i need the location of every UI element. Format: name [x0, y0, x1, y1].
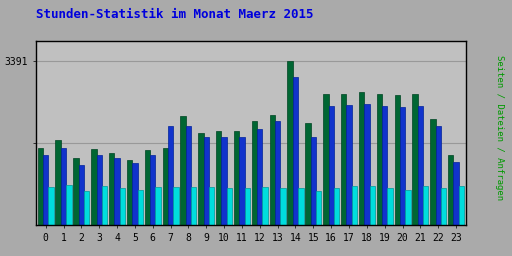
- Bar: [239, 137, 245, 225]
- Bar: [127, 160, 132, 225]
- Bar: [346, 105, 352, 225]
- Bar: [91, 149, 97, 225]
- Bar: [329, 106, 334, 225]
- Bar: [352, 186, 357, 225]
- Bar: [395, 95, 400, 225]
- Bar: [263, 187, 268, 225]
- Bar: [341, 94, 346, 225]
- Bar: [216, 131, 221, 225]
- Bar: [186, 126, 191, 225]
- Bar: [298, 188, 304, 225]
- Bar: [73, 158, 79, 225]
- Bar: [382, 106, 388, 225]
- Bar: [55, 140, 61, 225]
- Bar: [436, 126, 441, 225]
- Text: Seiten / Dateien / Anfragen: Seiten / Dateien / Anfragen: [495, 56, 504, 200]
- Bar: [150, 155, 156, 225]
- Bar: [323, 94, 329, 225]
- Bar: [156, 187, 161, 225]
- Bar: [84, 191, 90, 225]
- Bar: [311, 137, 316, 225]
- Bar: [388, 188, 393, 225]
- Bar: [79, 165, 84, 225]
- Text: Stunden-Statistik im Monat Maerz 2015: Stunden-Statistik im Monat Maerz 2015: [36, 8, 313, 21]
- Bar: [102, 186, 107, 225]
- Bar: [180, 116, 186, 225]
- Bar: [257, 129, 263, 225]
- Bar: [412, 94, 418, 225]
- Bar: [370, 186, 375, 225]
- Bar: [97, 155, 102, 225]
- Bar: [287, 61, 293, 225]
- Bar: [316, 191, 322, 225]
- Bar: [37, 148, 43, 225]
- Bar: [364, 104, 370, 225]
- Bar: [221, 137, 227, 225]
- Bar: [43, 155, 48, 225]
- Bar: [400, 108, 405, 225]
- Bar: [173, 187, 179, 225]
- Bar: [61, 148, 66, 225]
- Bar: [109, 153, 114, 225]
- Bar: [227, 188, 232, 225]
- Bar: [191, 187, 197, 225]
- Bar: [359, 92, 364, 225]
- Bar: [168, 126, 173, 225]
- Bar: [252, 121, 257, 225]
- Bar: [204, 137, 209, 225]
- Bar: [448, 155, 454, 225]
- Bar: [454, 162, 459, 225]
- Bar: [145, 150, 150, 225]
- Bar: [66, 185, 72, 225]
- Bar: [441, 188, 446, 225]
- Bar: [459, 186, 464, 225]
- Bar: [377, 94, 382, 225]
- Bar: [209, 187, 215, 225]
- Bar: [234, 131, 239, 225]
- Bar: [114, 158, 120, 225]
- Bar: [120, 188, 125, 225]
- Bar: [275, 121, 281, 225]
- Bar: [430, 119, 436, 225]
- Bar: [405, 190, 411, 225]
- Bar: [198, 133, 204, 225]
- Bar: [245, 188, 250, 225]
- Bar: [138, 190, 143, 225]
- Bar: [48, 187, 54, 225]
- Bar: [293, 77, 298, 225]
- Bar: [418, 106, 423, 225]
- Bar: [423, 186, 429, 225]
- Bar: [334, 188, 339, 225]
- Bar: [305, 123, 311, 225]
- Bar: [281, 188, 286, 225]
- Bar: [132, 163, 138, 225]
- Bar: [162, 148, 168, 225]
- Bar: [270, 115, 275, 225]
